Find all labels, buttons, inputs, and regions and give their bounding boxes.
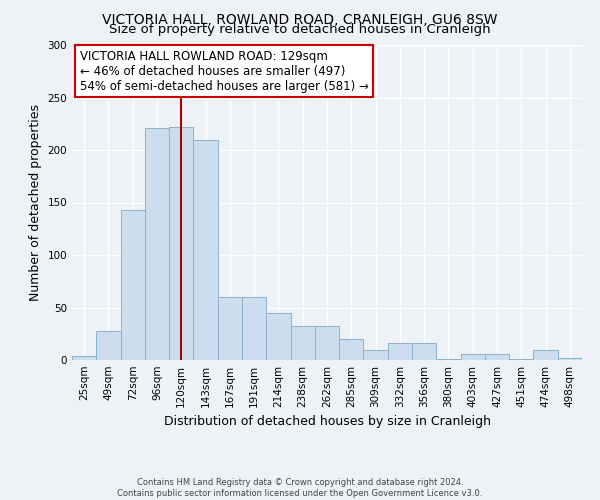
Bar bbox=[169, 127, 193, 360]
Bar bbox=[96, 330, 121, 360]
Bar bbox=[72, 356, 96, 360]
Bar bbox=[242, 297, 266, 360]
Bar bbox=[364, 350, 388, 360]
Bar bbox=[121, 210, 145, 360]
Bar bbox=[461, 354, 485, 360]
Bar bbox=[558, 358, 582, 360]
X-axis label: Distribution of detached houses by size in Cranleigh: Distribution of detached houses by size … bbox=[163, 416, 491, 428]
Bar bbox=[388, 343, 412, 360]
Text: VICTORIA HALL ROWLAND ROAD: 129sqm
← 46% of detached houses are smaller (497)
54: VICTORIA HALL ROWLAND ROAD: 129sqm ← 46%… bbox=[80, 50, 368, 92]
Bar bbox=[509, 359, 533, 360]
Bar bbox=[485, 354, 509, 360]
Bar bbox=[412, 343, 436, 360]
Bar bbox=[218, 297, 242, 360]
Text: VICTORIA HALL, ROWLAND ROAD, CRANLEIGH, GU6 8SW: VICTORIA HALL, ROWLAND ROAD, CRANLEIGH, … bbox=[102, 12, 498, 26]
Text: Size of property relative to detached houses in Cranleigh: Size of property relative to detached ho… bbox=[109, 22, 491, 36]
Bar bbox=[290, 326, 315, 360]
Bar bbox=[266, 313, 290, 360]
Bar bbox=[193, 140, 218, 360]
Text: Contains HM Land Registry data © Crown copyright and database right 2024.
Contai: Contains HM Land Registry data © Crown c… bbox=[118, 478, 482, 498]
Y-axis label: Number of detached properties: Number of detached properties bbox=[29, 104, 42, 301]
Bar bbox=[315, 326, 339, 360]
Bar bbox=[145, 128, 169, 360]
Bar bbox=[533, 350, 558, 360]
Bar bbox=[339, 339, 364, 360]
Bar bbox=[436, 359, 461, 360]
